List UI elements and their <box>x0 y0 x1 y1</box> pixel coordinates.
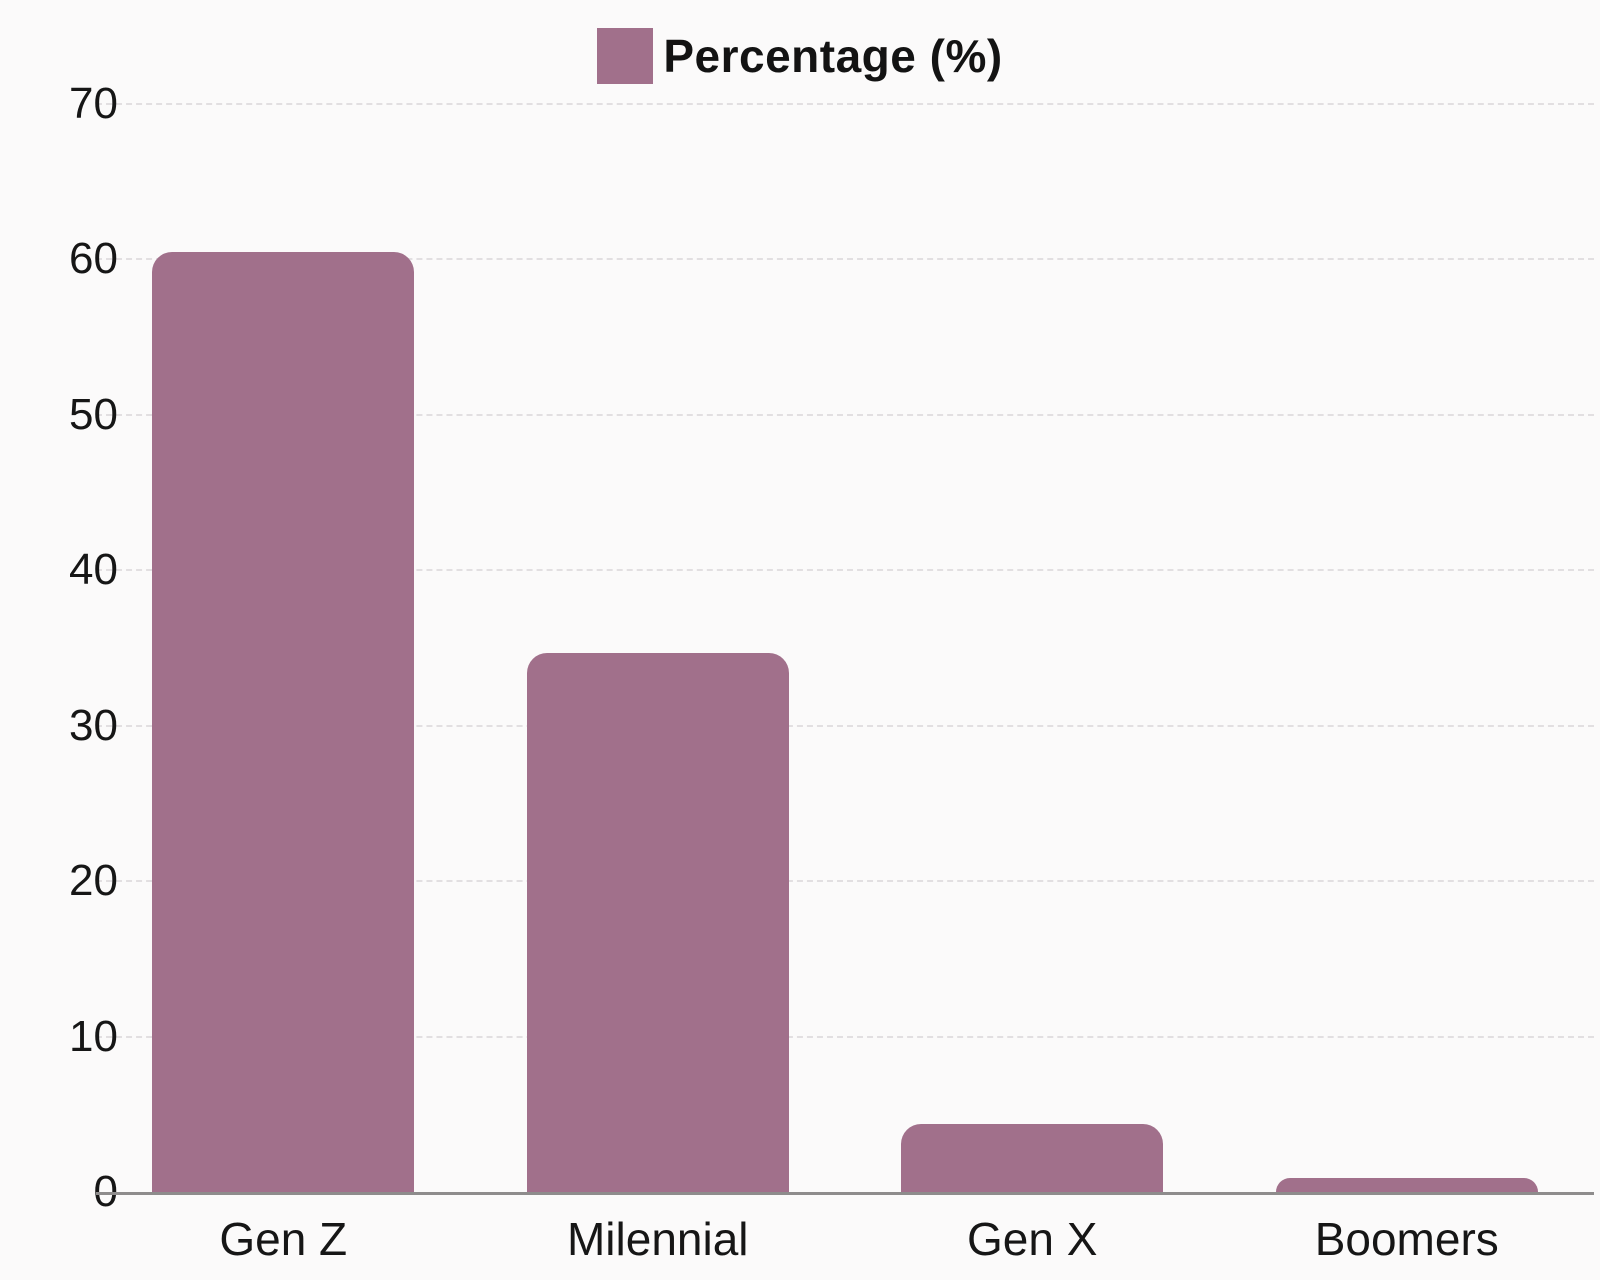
x-axis-label-boomers: Boomers <box>1314 1213 1499 1265</box>
gridline-30 <box>96 724 1594 727</box>
legend-label: Percentage (%) <box>663 30 1003 82</box>
legend-item-percentage[interactable]: Percentage (%) <box>597 28 1002 84</box>
gridline-20 <box>96 880 1594 883</box>
gridline-50 <box>96 413 1594 416</box>
y-axis-tick-label-10: 10 <box>69 1011 118 1061</box>
gridline-60 <box>96 258 1594 261</box>
y-axis-tick-label-30: 30 <box>69 700 118 750</box>
bar-gen-x <box>901 1123 1164 1192</box>
x-axis-label-milennial: Milennial <box>566 1213 749 1265</box>
y-axis-tick-label-20: 20 <box>69 856 118 906</box>
legend-color-swatch-icon <box>597 28 654 84</box>
x-axis-label-gen-x: Gen X <box>967 1213 1098 1265</box>
y-axis-tick-label-50: 50 <box>69 389 118 439</box>
gridline-40 <box>96 569 1594 572</box>
x-axis-line <box>96 1192 1594 1195</box>
chart-legend: Percentage (%) <box>0 28 1600 84</box>
gridline-10 <box>96 1035 1594 1038</box>
y-axis-tick-label-70: 70 <box>69 79 118 128</box>
bar-milennial <box>526 652 789 1192</box>
y-axis-tick-label-60: 60 <box>69 234 118 284</box>
bar-gen-z <box>152 251 415 1192</box>
gridline-70 <box>96 103 1594 105</box>
y-axis-tick-label-40: 40 <box>69 545 118 595</box>
y-axis-tick-label-0: 0 <box>0 1170 118 1214</box>
x-axis-label-gen-z: Gen Z <box>219 1213 348 1265</box>
bar-boomers <box>1275 1178 1538 1192</box>
